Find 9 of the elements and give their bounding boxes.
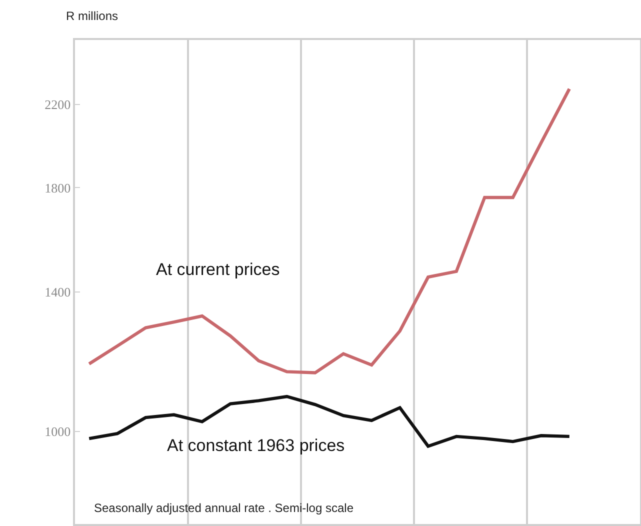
y-tick-label: 1400 bbox=[44, 284, 71, 300]
line-series bbox=[88, 87, 571, 374]
y-tick-label: 1000 bbox=[44, 424, 71, 440]
annotation: Seasonally adjusted annual rate . Semi-log scale bbox=[94, 501, 354, 515]
y-tick-label: 2200 bbox=[44, 97, 71, 112]
y-tick-label: 1800 bbox=[44, 180, 71, 196]
series-label: At constant 1963 prices bbox=[167, 436, 345, 455]
text: At current prices bbox=[156, 260, 280, 279]
y-axis-title: R millions bbox=[66, 9, 118, 23]
